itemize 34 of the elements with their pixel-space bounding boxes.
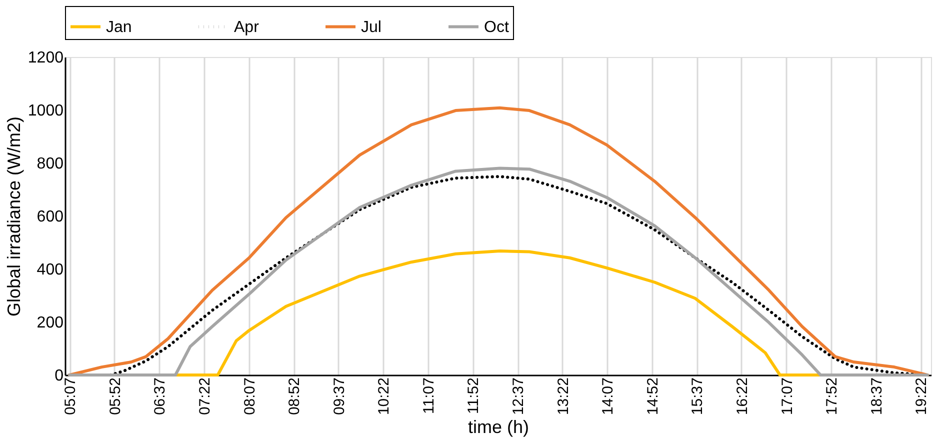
- y-tick-label: 400: [36, 262, 64, 278]
- y-tick-label: 1200: [28, 50, 64, 66]
- x-tick-label: 12:37: [510, 378, 528, 416]
- legend-label: Jul: [361, 18, 382, 36]
- x-tick-label: 08:52: [286, 378, 304, 416]
- x-tick-label: 09:37: [330, 378, 348, 416]
- x-tick-label: 19:22: [913, 378, 930, 416]
- y-axis-title: Global irradiance (W/m2): [4, 116, 24, 317]
- x-tick-label: 05:52: [106, 378, 124, 416]
- x-tick-label: 15:37: [689, 378, 706, 416]
- x-tick-label: 11:52: [465, 378, 482, 414]
- x-axis-title: time (h): [468, 417, 530, 438]
- x-tick-label: 08:07: [241, 378, 258, 416]
- x-tick-label: 14:52: [644, 378, 662, 416]
- x-tick-label: 14:07: [600, 378, 617, 416]
- y-tick-label: 200: [36, 314, 64, 332]
- x-tick-label: 13:22: [554, 378, 572, 416]
- x-tick-label: 10:22: [376, 378, 393, 416]
- x-tick-label: 06:37: [152, 378, 169, 416]
- line-series: [68, 106, 929, 376]
- x-tick-label: 07:22: [196, 378, 214, 416]
- x-tick-label: 17:52: [824, 378, 841, 416]
- y-tick-label: 800: [36, 156, 64, 172]
- y-tick-label: 1000: [28, 102, 64, 120]
- x-tick-label: 18:37: [868, 378, 886, 416]
- x-tick-label: 05:07: [62, 378, 80, 416]
- x-tick-label: 16:22: [734, 378, 751, 416]
- legend-label: Oct: [484, 18, 510, 36]
- legend-label: Jan: [106, 18, 132, 36]
- y-tick-label: 600: [36, 208, 64, 226]
- legend-label: Apr: [234, 18, 260, 36]
- x-tick-label: 11:07: [420, 378, 438, 414]
- x-tick-label: 17:07: [778, 378, 796, 416]
- y-tick-label: 0: [54, 368, 64, 384]
